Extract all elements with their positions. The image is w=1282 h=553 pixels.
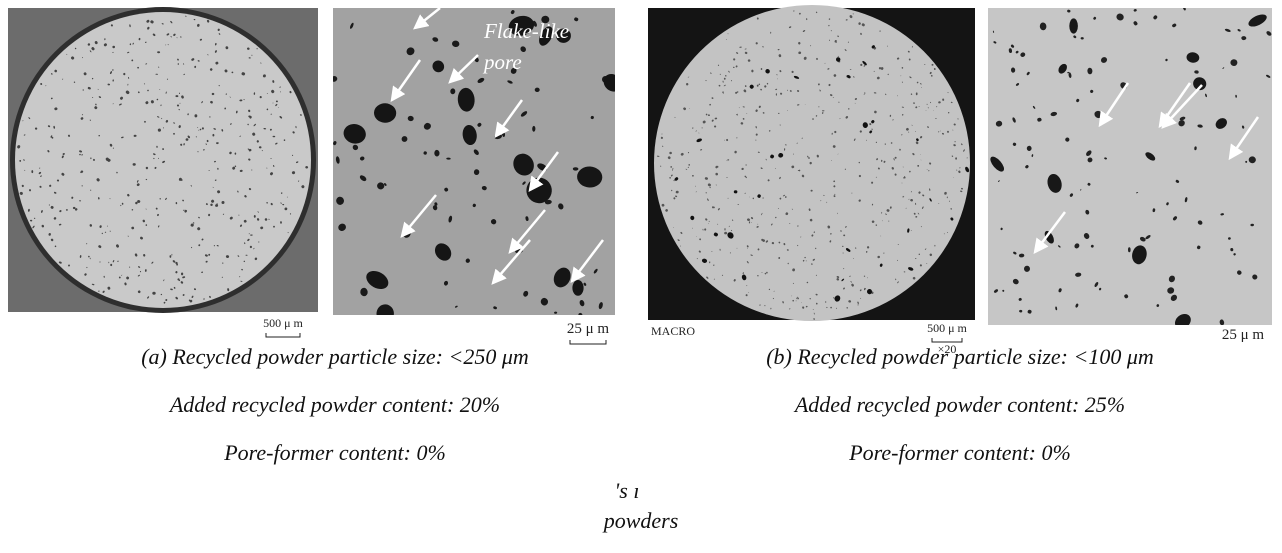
caption-line: (b) Recycled powder particle size: <100 … [766, 344, 1154, 369]
pore [186, 138, 189, 141]
caption-line: Pore-former content: 0% [848, 440, 1071, 465]
pore [934, 245, 935, 247]
caption-line: Pore-former content: 0% [223, 440, 446, 465]
scale-label: 25 μ m [1222, 327, 1265, 343]
pore [235, 153, 237, 155]
micrograph-a-macro [8, 7, 318, 313]
pore [181, 273, 183, 276]
pore [112, 46, 115, 48]
pore [822, 110, 825, 111]
annotation: pore [482, 50, 522, 74]
scale-bar [570, 340, 606, 344]
micrograph-b-detail [988, 5, 1272, 332]
scale-label: 500 μ m [927, 321, 967, 335]
caption-line: Added recycled powder content: 25% [793, 392, 1125, 417]
pore [830, 307, 832, 309]
figure: Flake-like pore 500 μ m 25 μ m MACRO 500… [0, 0, 1282, 553]
caption-line: Added recycled powder content: 20% [168, 392, 500, 417]
scale-bar [266, 333, 300, 337]
pore [1069, 18, 1078, 33]
image-label: MACRO [651, 324, 695, 338]
pore [751, 70, 753, 73]
scale-label: 25 μ m [567, 321, 610, 337]
pore [761, 68, 763, 70]
pore [751, 222, 752, 223]
pore [724, 228, 725, 231]
pore [152, 292, 155, 295]
scale-label: 500 μ m [263, 316, 303, 330]
pore [572, 280, 583, 296]
pore [1128, 247, 1131, 252]
caption-fragment: 's ı [615, 478, 640, 503]
pore [90, 157, 91, 159]
annotation: Flake-like [483, 19, 569, 43]
pore [273, 226, 275, 228]
caption-fragment: powders [602, 508, 679, 533]
caption-line: (a) Recycled powder particle size: <250 … [141, 344, 529, 369]
micrograph-b-macro [648, 5, 975, 321]
